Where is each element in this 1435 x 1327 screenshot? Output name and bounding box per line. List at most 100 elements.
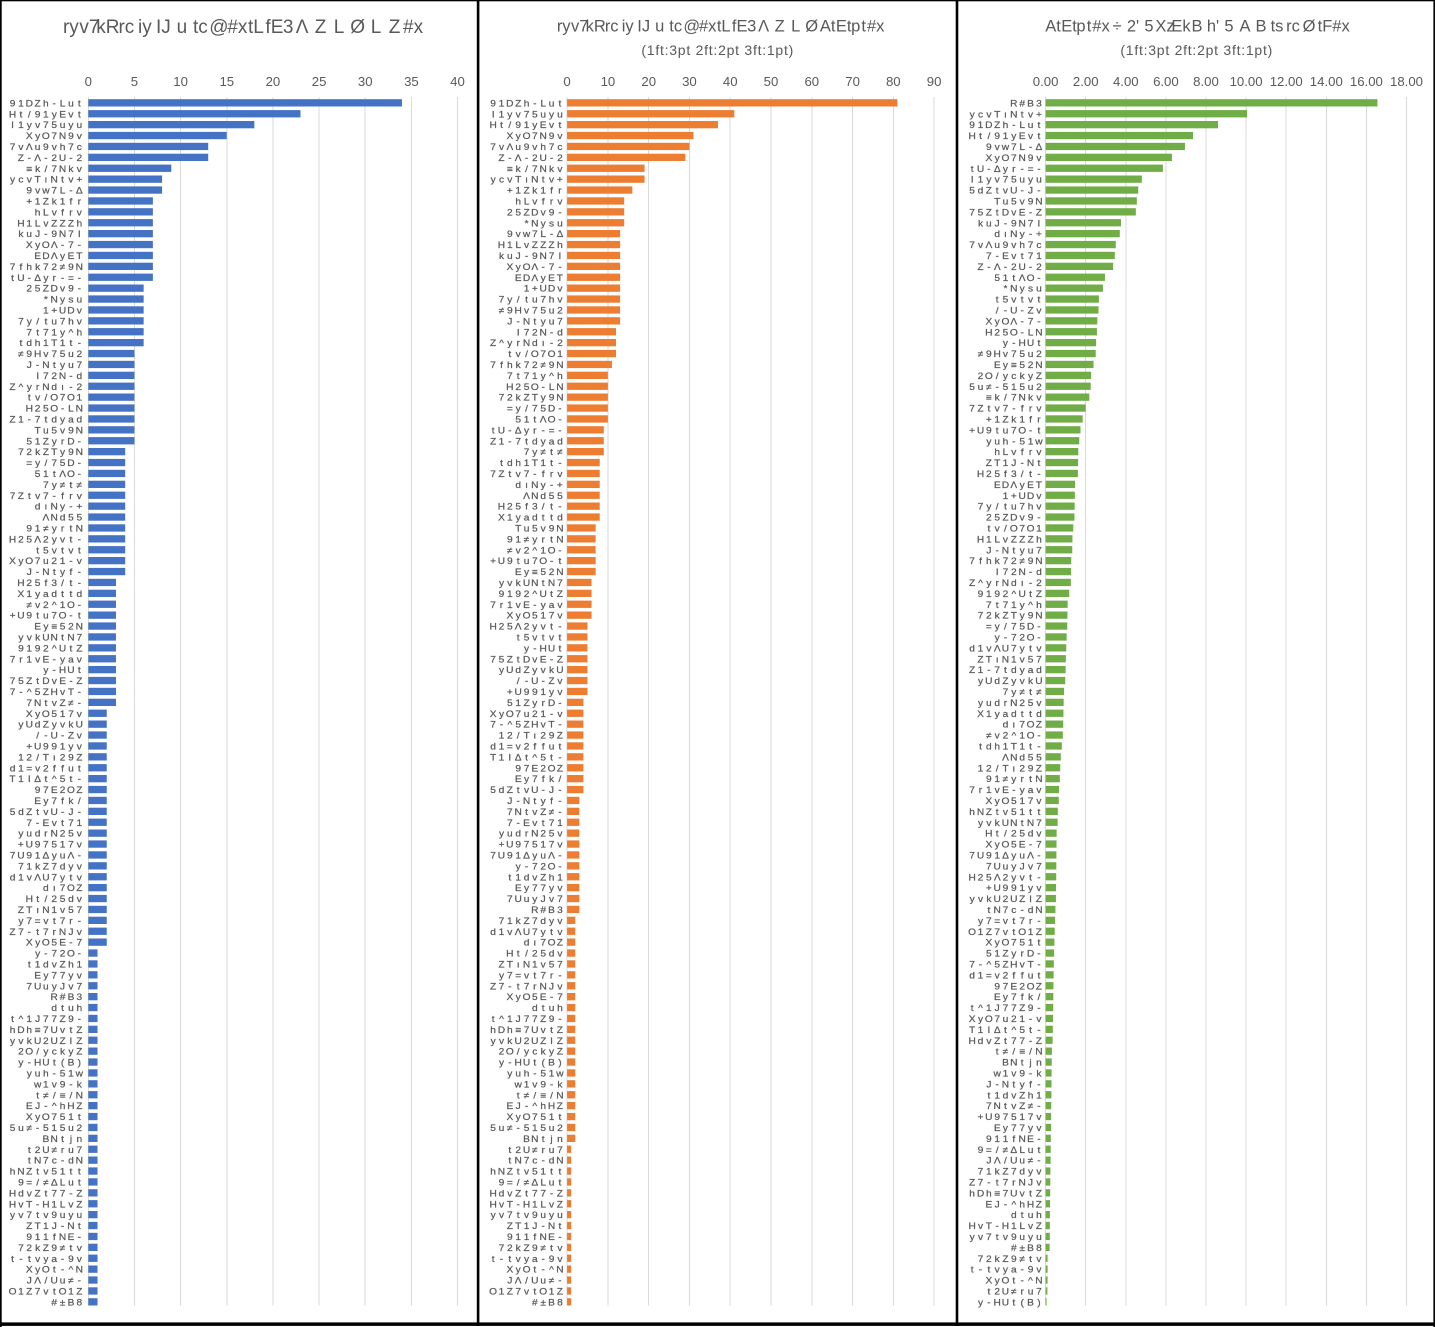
svg-text:H25Λ2yvt-: H25Λ2yvt-: [968, 873, 1040, 883]
svg-text:91≠yrtN: 91≠yrtN: [26, 524, 83, 534]
svg-text:5: 5: [131, 74, 138, 89]
svg-text:dıNy-+: dıNy-+: [35, 502, 83, 512]
svg-text:y-72O-: y-72O-: [995, 633, 1041, 643]
svg-text:0: 0: [85, 74, 92, 89]
svg-text:d1=v2ffut: d1=v2ffut: [490, 742, 561, 752]
svg-text:5u≠-515u2: 5u≠-515u2: [969, 382, 1041, 392]
svg-text:ZTıN1v57: ZTıN1v57: [498, 960, 562, 970]
svg-text:yvkU2UZIZ: yvkU2UZIZ: [491, 1036, 564, 1046]
svg-text:7-^5ZHvT-: 7-^5ZHvT-: [490, 720, 561, 730]
svg-text:#±B8: #±B8: [51, 1298, 82, 1308]
svg-text:tN7c-dN: tN7c-dN: [28, 1156, 83, 1166]
svg-text:7UuyJv7: 7UuyJv7: [507, 895, 563, 905]
svg-text:EJ-^hHZ: EJ-^hHZ: [985, 1200, 1042, 1210]
svg-text:tdh1T1t-: tdh1T1t-: [500, 459, 562, 469]
svg-text:=y/75D-: =y/75D-: [26, 459, 81, 469]
svg-text:XyO517v: XyO517v: [26, 709, 82, 719]
svg-text:t1dvZh1: t1dvZh1: [508, 873, 562, 883]
svg-text:2O/yckyZ: 2O/yckyZ: [18, 1047, 82, 1057]
svg-text:tN7c-dN: tN7c-dN: [987, 906, 1042, 916]
svg-text:0: 0: [563, 74, 570, 89]
svg-text:O1Z7vtO1Z: O1Z7vtO1Z: [968, 927, 1042, 937]
svg-text:12/Tı29Z: 12/Tı29Z: [499, 731, 563, 741]
svg-text:Ht/25dv: Ht/25dv: [985, 829, 1041, 839]
svg-text:72kZTy9N: 72kZTy9N: [978, 611, 1043, 621]
svg-text:ΛNd55: ΛNd55: [42, 513, 82, 523]
svg-text:71kZ7dyv: 71kZ7dyv: [18, 862, 82, 872]
svg-text:y-HUt(B): y-HUt(B): [978, 1298, 1041, 1308]
svg-text:51tΛO-: 51tΛO-: [994, 273, 1040, 283]
svg-text:XyO5E-7: XyO5E-7: [506, 993, 562, 1003]
svg-text:5dZtvU-J-: 5dZtvU-J-: [10, 807, 81, 817]
svg-text:30: 30: [682, 74, 697, 89]
svg-text:91DZh-Lut: 91DZh-Lut: [10, 99, 81, 109]
svg-text:97E2OZ: 97E2OZ: [994, 982, 1042, 992]
svg-text:BNtjn: BNtjn: [523, 1134, 563, 1144]
svg-text:9vw7L-Δ: 9vw7L-Δ: [26, 186, 83, 196]
svg-text:8.00: 8.00: [1193, 74, 1219, 89]
svg-text:7vΛu9vh7c: 7vΛu9vh7c: [969, 241, 1041, 251]
svg-text:9=/≠ΔLut: 9=/≠ΔLut: [499, 1178, 562, 1188]
svg-text:H25Λ2yvt-: H25Λ2yvt-: [489, 622, 561, 632]
svg-text:yvkUNtN7: yvkUNtN7: [18, 633, 82, 643]
svg-text:ZT1J-Nt: ZT1J-Nt: [986, 459, 1041, 469]
svg-text:H25f3/t-: H25f3/t-: [498, 502, 562, 512]
svg-text:BNtjn: BNtjn: [1002, 1058, 1042, 1068]
svg-text:T1IΔt^5t-: T1IΔt^5t-: [9, 775, 81, 785]
svg-text:4.00: 4.00: [1113, 74, 1139, 89]
svg-text:XyO7u21-v: XyO7u21-v: [969, 1015, 1042, 1025]
svg-text:7fhk72≠9N: 7fhk72≠9N: [10, 262, 83, 272]
svg-text:ycvTıNtv+: ycvTıNtv+: [970, 110, 1043, 120]
svg-text:7-^5ZHvT-: 7-^5ZHvT-: [969, 960, 1040, 970]
svg-text:≠9Hv75u2: ≠9Hv75u2: [499, 306, 563, 316]
svg-text:*Nysu: *Nysu: [525, 219, 563, 229]
svg-text:yUdZyvkU: yUdZyvkU: [499, 666, 564, 676]
svg-text:hDh≡7UvtZ: hDh≡7UvtZ: [10, 1025, 83, 1035]
svg-text:Z7-t7rNJv: Z7-t7rNJv: [969, 1178, 1042, 1188]
svg-text:tdh1T1t-: tdh1T1t-: [19, 339, 81, 349]
svg-text:25ZDv9-: 25ZDv9-: [26, 284, 81, 294]
svg-text:7Ztv7-frv: 7Ztv7-frv: [490, 470, 562, 480]
svg-text:+U9tu7O-t: +U9tu7O-t: [10, 611, 82, 621]
svg-text:XyO5E-7: XyO5E-7: [985, 840, 1041, 850]
svg-text:7U91ΔyuΛ-: 7U91ΔyuΛ-: [10, 851, 81, 861]
svg-text:XyO751t: XyO751t: [985, 938, 1040, 948]
svg-text:+1Zk1fr: +1Zk1fr: [507, 186, 563, 196]
svg-text:XyOt-^N: XyOt-^N: [506, 1265, 563, 1275]
svg-text:=y/75D-: =y/75D-: [986, 622, 1041, 632]
svg-text:JΛ/Uu≠-: JΛ/Uu≠-: [27, 1276, 81, 1286]
svg-text:H25Λ2yvt-: H25Λ2yvt-: [9, 535, 81, 545]
svg-text:7-^5ZHvT-: 7-^5ZHvT-: [10, 688, 81, 698]
svg-text:2O/yckyZ: 2O/yckyZ: [978, 371, 1042, 381]
svg-text:d1=v2ffut: d1=v2ffut: [969, 971, 1040, 981]
svg-text:12/Tı29Z: 12/Tı29Z: [18, 753, 82, 763]
svg-text:Z-Λ-2U-2: Z-Λ-2U-2: [977, 262, 1041, 272]
svg-text:(1ft:3pt 2ft:2pt 3ft:1pt): (1ft:3pt 2ft:2pt 3ft:1pt): [1120, 42, 1273, 58]
svg-text:≠v2^1O-: ≠v2^1O-: [507, 546, 562, 556]
svg-text:7U91ΔyuΛ-: 7U91ΔyuΛ-: [969, 851, 1040, 861]
svg-text:XyOΛ-7-: XyOΛ-7-: [985, 317, 1040, 327]
svg-text:J-Ntyu7: J-Ntyu7: [986, 546, 1041, 556]
svg-text:72kZ9≠tv: 72kZ9≠tv: [499, 1243, 563, 1253]
svg-text:9192^UtZ: 9192^UtZ: [18, 644, 82, 654]
svg-text:J-Ntyu7: J-Ntyu7: [27, 361, 82, 371]
svg-text:91≠yrtN: 91≠yrtN: [507, 535, 564, 545]
svg-text:*Nysu: *Nysu: [44, 295, 82, 305]
svg-text:7y/tu7hv: 7y/tu7hv: [499, 295, 563, 305]
svg-text:hDh≡7UvtZ: hDh≡7UvtZ: [490, 1025, 563, 1035]
svg-text:25ZDv9-: 25ZDv9-: [986, 513, 1041, 523]
svg-text:y-HUt: y-HUt: [524, 644, 562, 654]
svg-text:7r1vE-yav: 7r1vE-yav: [10, 655, 82, 665]
svg-text:yvkUNtN7: yvkUNtN7: [499, 579, 563, 589]
svg-text:XyO751t: XyO751t: [26, 1113, 81, 1123]
svg-text:t^1J77Z9-: t^1J77Z9-: [11, 1015, 81, 1025]
svg-text:tdh1T1t-: tdh1T1t-: [979, 742, 1041, 752]
svg-text:Ht/91yEvt: Ht/91yEvt: [968, 132, 1040, 142]
svg-text:71kZ7dyv: 71kZ7dyv: [978, 1167, 1042, 1177]
svg-text:ΛNd55: ΛNd55: [1002, 753, 1042, 763]
svg-text:yvkUNtN7: yvkUNtN7: [978, 818, 1042, 828]
svg-text:7vΛu9vh7c: 7vΛu9vh7c: [490, 143, 562, 153]
svg-text:1+UDv: 1+UDv: [524, 284, 563, 294]
svg-text:d1vΛU7ytv: d1vΛU7ytv: [10, 873, 82, 883]
